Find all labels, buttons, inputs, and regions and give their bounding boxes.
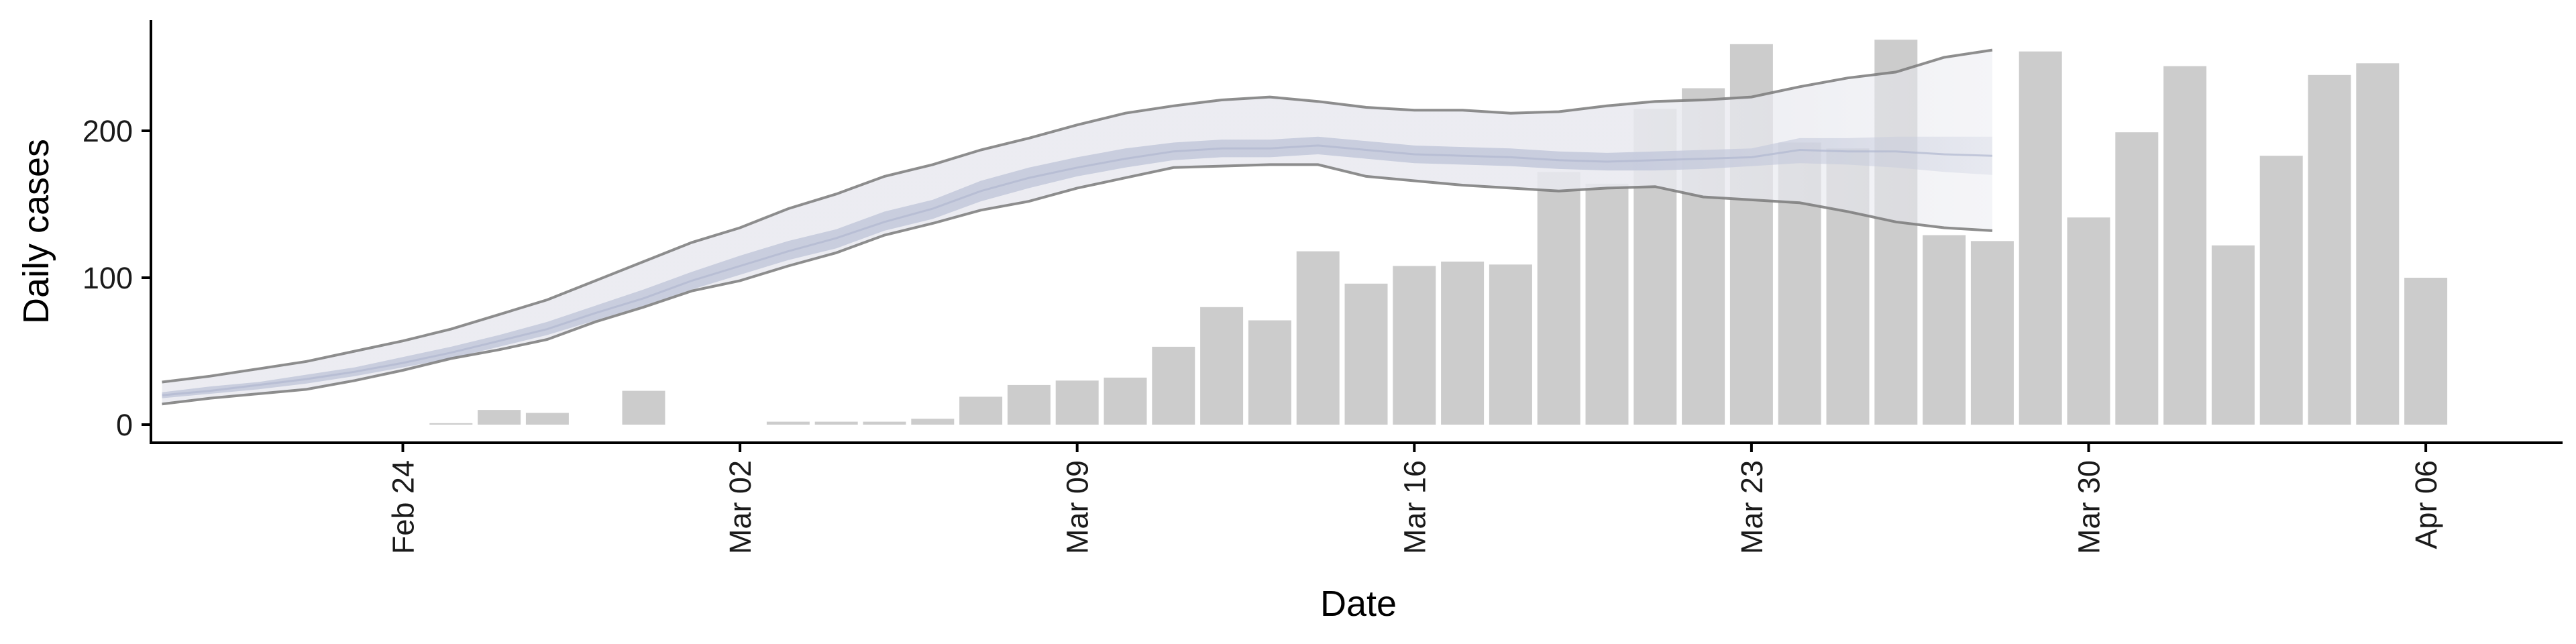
bar-2020-03-28 [1970,241,2014,425]
bar-2020-04-01 [2163,66,2207,425]
x-tick-label-2020-03-02: Mar 02 [723,460,757,554]
bar-2020-04-04 [2308,74,2351,425]
bar-2020-03-29 [2019,51,2062,425]
bar-2020-04-05 [2356,63,2400,425]
upper-bound-line [162,48,1993,384]
x-tick-label-2020-03-09: Mar 09 [1061,460,1095,554]
lower-bound-line [162,163,1993,406]
bar-2020-03-04 [814,421,858,425]
x-tick-label-2020-04-06: Apr 06 [2409,460,2443,549]
x-axis-title: Date [1320,584,1397,624]
bar-2020-03-15 [1344,283,1388,425]
x-tick-label-2020-02-24: Feb 24 [386,460,421,554]
bar-2020-02-26 [478,410,521,425]
bar-2020-03-17 [1441,261,1485,425]
bar-2020-04-03 [2259,156,2303,425]
bar-2020-03-11 [1152,346,1195,425]
bar-2020-03-20 [1585,183,1629,425]
y-axis-title: Daily cases [16,139,56,324]
bar-2020-03-12 [1200,307,1244,425]
bar-2020-04-02 [2211,245,2255,425]
inner-credible-band [162,136,1992,398]
x-tick-label-2020-03-23: Mar 23 [1735,460,1769,554]
bar-2020-03-31 [2115,132,2159,425]
bar-2020-02-25 [429,423,473,425]
y-tick-label-200: 200 [83,114,133,148]
bar-2020-04-06 [2404,278,2448,425]
bar-2020-03-08 [1007,384,1051,425]
bar-2020-03-19 [1537,172,1580,425]
bar-2020-03-30 [2067,217,2110,425]
bar-2020-03-09 [1055,380,1099,425]
bar-2020-03-05 [863,421,906,425]
y-tick-label-0: 0 [116,408,133,442]
estimate-bands [162,48,1993,406]
x-tick-label-2020-03-16: Mar 16 [1397,460,1432,554]
outer-credible-band [162,50,1992,405]
bar-2020-03-03 [766,421,810,425]
x-tick-label-2020-03-30: Mar 30 [2072,460,2106,554]
bar-2020-03-27 [1923,235,1966,425]
bar-2020-03-13 [1248,320,1291,425]
bar-2020-02-29 [622,390,665,425]
bar-2020-03-10 [1104,377,1147,425]
median-estimate-line [162,144,1992,396]
axes [150,20,2563,444]
tick-labels: 0 100 200 Feb 24 Mar 02 Mar 09 Mar 16 Mar 23 Mar… [83,114,2443,554]
bar-2020-02-27 [525,413,569,425]
bar-2020-03-14 [1296,251,1340,425]
tick-marks [142,129,2428,452]
bar-2020-03-16 [1393,266,1436,425]
bar-2020-03-06 [911,419,955,425]
bar-2020-03-18 [1489,264,1532,425]
bar-2020-03-07 [959,396,1003,425]
y-tick-label-100: 100 [83,261,133,295]
